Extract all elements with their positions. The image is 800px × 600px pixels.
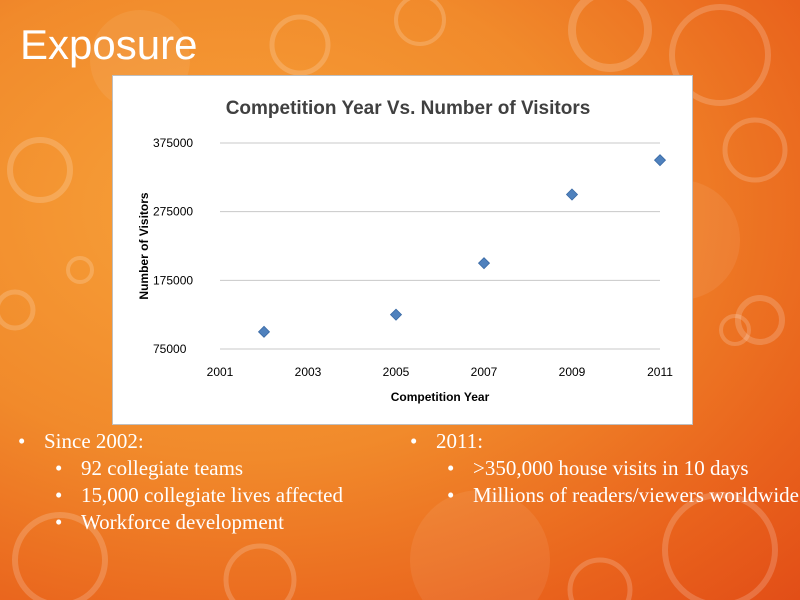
x-tick-label: 2009	[559, 365, 586, 379]
right-bullet-list: 2011: >350,000 house visits in 10 days M…	[410, 428, 800, 509]
x-tick-label: 2007	[471, 365, 498, 379]
right-bullet-item: Millions of readers/viewers worldwide	[410, 482, 800, 509]
left-bullet-list: Since 2002: 92 collegiate teams 15,000 c…	[18, 428, 398, 536]
left-bullet-item: 92 collegiate teams	[18, 455, 398, 482]
x-tick-label: 2003	[295, 365, 322, 379]
right-bullet-item: >350,000 house visits in 10 days	[410, 455, 800, 482]
data-point-marker	[565, 188, 579, 201]
data-point-marker	[389, 308, 403, 321]
y-tick-label: 375000	[153, 136, 193, 150]
chart-title: Competition Year Vs. Number of Visitors	[226, 98, 591, 119]
x-tick-label: 2005	[383, 365, 410, 379]
x-axis-label: Competition Year	[391, 390, 490, 404]
y-axis-label: Number of Visitors	[137, 192, 151, 299]
x-tick-label: 2001	[207, 365, 234, 379]
scatter-chart: Competition Year Vs. Number of Visitors …	[112, 75, 693, 425]
data-point-marker	[477, 257, 491, 270]
left-bullet-item: Workforce development	[18, 509, 398, 536]
x-tick-label: 2011	[647, 365, 673, 379]
right-bullet-heading: 2011:	[410, 428, 800, 455]
y-tick-label: 275000	[153, 205, 193, 219]
y-tick-label: 75000	[153, 342, 187, 356]
left-bullet-heading: Since 2002:	[18, 428, 398, 455]
left-bullet-item: 15,000 collegiate lives affected	[18, 482, 398, 509]
data-point-marker	[653, 154, 667, 167]
chart-canvas: Competition Year Vs. Number of Visitors …	[137, 98, 673, 404]
y-tick-label: 175000	[153, 273, 193, 287]
slide-title: Exposure	[20, 21, 198, 68]
data-point-marker	[257, 325, 271, 338]
